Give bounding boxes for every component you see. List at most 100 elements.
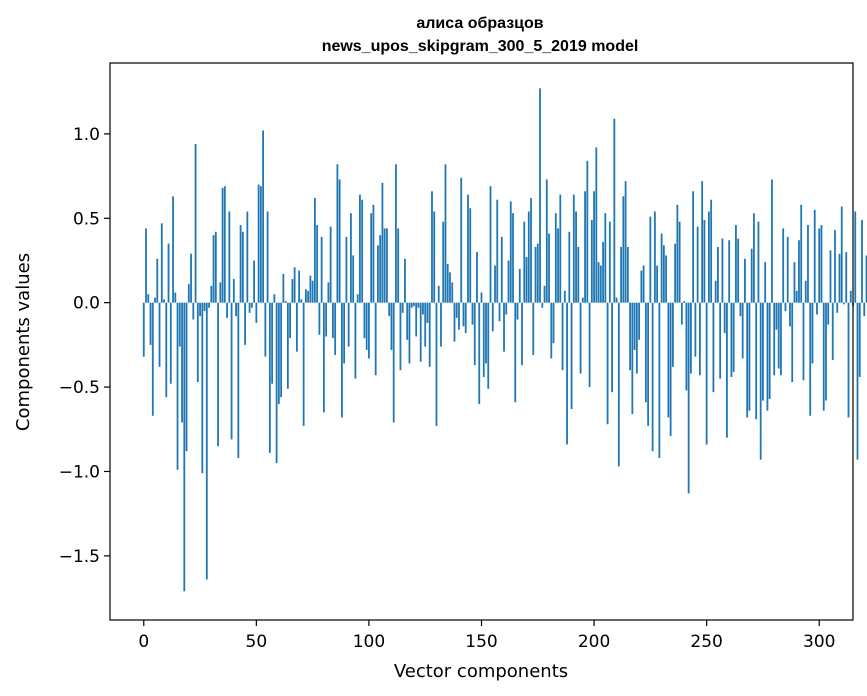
bar: [836, 302, 839, 313]
bar: [469, 208, 472, 303]
bar: [629, 302, 631, 371]
bar: [694, 302, 697, 357]
bar: [570, 302, 573, 410]
bar: [487, 302, 490, 389]
bar: [708, 211, 710, 303]
bar: [176, 302, 179, 470]
bar: [516, 302, 519, 320]
plot-frame: [109, 62, 854, 621]
bar: [377, 245, 379, 303]
bar: [809, 302, 812, 416]
bar: [293, 267, 296, 303]
bar: [786, 236, 789, 303]
bar: [473, 302, 476, 366]
bar: [744, 258, 746, 303]
bar: [239, 225, 242, 303]
bar: [554, 213, 557, 303]
bar: [467, 194, 469, 303]
bar: [199, 302, 201, 317]
bar: [710, 199, 713, 303]
bar: [410, 302, 413, 308]
bar: [392, 302, 395, 423]
bar: [741, 302, 744, 359]
bar: [494, 265, 496, 303]
bar: [178, 302, 181, 347]
bar: [446, 263, 449, 303]
bar: [354, 302, 357, 379]
bar: [701, 181, 704, 303]
y-tick-label: 0.5: [73, 209, 100, 229]
bar: [406, 302, 409, 340]
bar: [383, 228, 386, 303]
bar: [689, 302, 692, 374]
bar: [192, 302, 195, 320]
bar: [428, 302, 431, 367]
bar: [280, 302, 283, 398]
x-tick-label: 100: [353, 632, 385, 652]
bar: [214, 231, 217, 303]
bar: [257, 184, 260, 303]
bar: [777, 302, 780, 369]
bar: [703, 219, 706, 303]
bar: [413, 302, 415, 307]
bar: [372, 204, 375, 303]
bar: [491, 302, 494, 332]
bar: [640, 270, 643, 303]
bar: [399, 302, 402, 371]
bar: [277, 302, 280, 404]
bar: [530, 198, 532, 303]
y-tick-label: −1.0: [59, 462, 100, 482]
bar: [807, 225, 809, 303]
bar: [262, 130, 264, 303]
bar: [649, 216, 652, 303]
bar: [845, 252, 848, 303]
bar: [309, 275, 312, 303]
bar: [228, 211, 231, 303]
bar: [656, 265, 659, 303]
bar: [791, 302, 794, 383]
bar: [820, 225, 823, 303]
bar: [829, 250, 832, 303]
bar: [440, 302, 442, 347]
bar: [332, 302, 334, 339]
bar: [379, 235, 382, 303]
bar: [320, 236, 323, 303]
bar: [586, 160, 589, 303]
bar: [822, 302, 825, 411]
bar: [453, 302, 456, 342]
bar: [431, 191, 433, 303]
y-axis-label: Components values: [13, 253, 34, 431]
bar: [568, 231, 571, 303]
bar: [361, 199, 364, 303]
bar: [532, 302, 535, 355]
bar: [813, 209, 816, 303]
bar: [151, 302, 154, 416]
bar: [419, 302, 422, 362]
bar: [241, 231, 244, 303]
bar: [237, 302, 240, 458]
bar: [345, 236, 348, 303]
bar: [268, 302, 271, 453]
y-tick-label: −0.5: [59, 378, 100, 398]
bar: [248, 302, 251, 313]
bar: [825, 302, 827, 401]
bar: [311, 280, 314, 303]
bar: [620, 246, 622, 303]
bar: [397, 228, 400, 303]
bar: [775, 302, 778, 330]
bar: [181, 302, 183, 423]
bar: [183, 302, 186, 592]
bar: [687, 302, 690, 494]
bar: [458, 302, 460, 330]
bar: [471, 302, 474, 325]
bar: [748, 302, 751, 411]
bar: [505, 302, 508, 315]
bar: [338, 179, 341, 303]
bar: [322, 302, 325, 413]
bar: [370, 213, 373, 303]
bar: [658, 302, 661, 458]
bar: [834, 230, 836, 303]
bar: [662, 245, 665, 303]
bar: [714, 280, 717, 303]
x-tick-label: 200: [578, 632, 610, 652]
